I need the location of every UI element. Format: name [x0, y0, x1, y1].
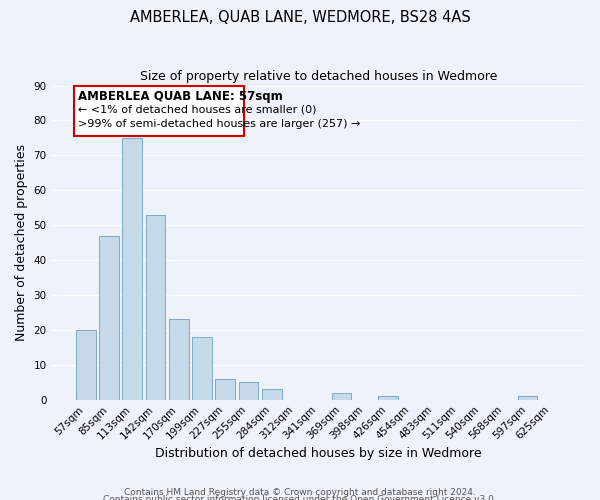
Bar — [76, 330, 95, 400]
Bar — [239, 382, 259, 400]
Bar — [192, 337, 212, 400]
Text: AMBERLEA, QUAB LANE, WEDMORE, BS28 4AS: AMBERLEA, QUAB LANE, WEDMORE, BS28 4AS — [130, 10, 470, 25]
Bar — [332, 392, 352, 400]
Bar — [518, 396, 538, 400]
Bar — [169, 320, 188, 400]
Text: ← <1% of detached houses are smaller (0): ← <1% of detached houses are smaller (0) — [77, 105, 316, 115]
Text: >99% of semi-detached houses are larger (257) →: >99% of semi-detached houses are larger … — [77, 118, 360, 128]
X-axis label: Distribution of detached houses by size in Wedmore: Distribution of detached houses by size … — [155, 447, 482, 460]
Text: Contains HM Land Registry data © Crown copyright and database right 2024.: Contains HM Land Registry data © Crown c… — [124, 488, 476, 497]
Text: Contains public sector information licensed under the Open Government Licence v3: Contains public sector information licen… — [103, 496, 497, 500]
Bar — [262, 390, 281, 400]
Bar — [378, 396, 398, 400]
Text: AMBERLEA QUAB LANE: 57sqm: AMBERLEA QUAB LANE: 57sqm — [77, 90, 282, 102]
Bar — [146, 214, 166, 400]
Title: Size of property relative to detached houses in Wedmore: Size of property relative to detached ho… — [140, 70, 497, 83]
Bar — [122, 138, 142, 400]
Y-axis label: Number of detached properties: Number of detached properties — [15, 144, 28, 341]
FancyBboxPatch shape — [74, 86, 244, 136]
Bar — [99, 236, 119, 400]
Bar — [215, 379, 235, 400]
